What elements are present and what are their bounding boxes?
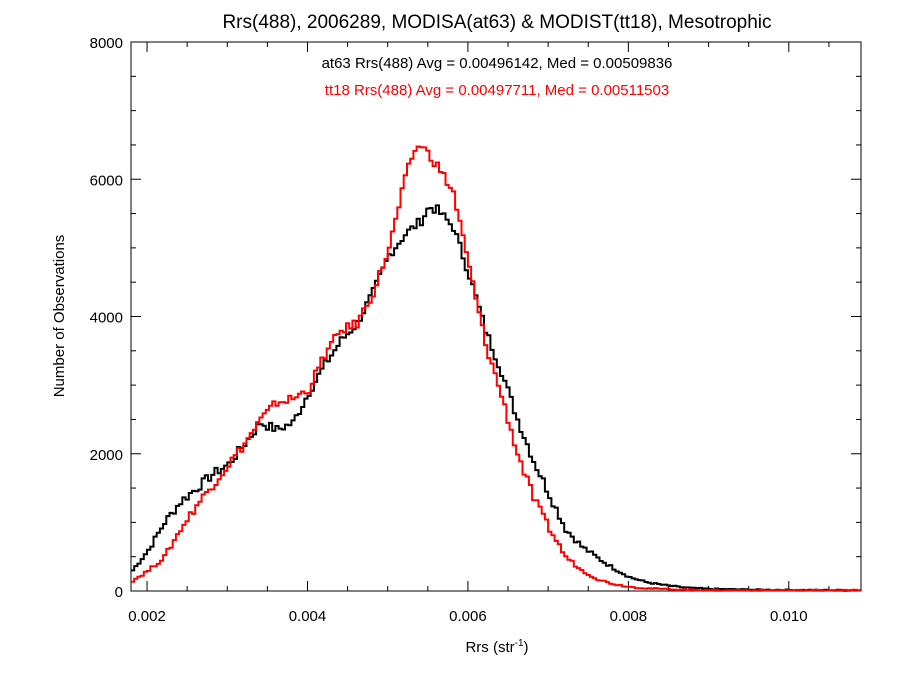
y-axis: 0 2000 4000 6000 8000: [90, 35, 861, 601]
x-tick-label: 0.004: [289, 608, 327, 625]
y-tick-label: 2000: [90, 447, 123, 464]
y-tick-label: 6000: [90, 172, 123, 189]
x-tick-label: 0.008: [610, 608, 648, 625]
series-at63-line: [131, 204, 861, 592]
series-tt18-line: [131, 145, 861, 592]
x-tick-label: 0.002: [128, 608, 166, 625]
x-axis-label: Rrs (str-1): [465, 638, 528, 656]
y-tick-label: 0: [115, 584, 123, 601]
x-axis-label-main: Rrs (str: [465, 639, 514, 656]
y-tick-label: 8000: [90, 35, 123, 52]
x-tick-label: 0.010: [770, 608, 808, 625]
y-tick-label: 4000: [90, 310, 123, 327]
annotation-at63: at63 Rrs(488) Avg = 0.00496142, Med = 0.…: [322, 55, 673, 72]
x-axis-label-sup: -1: [515, 638, 524, 649]
x-axis-label-close: ): [524, 639, 529, 656]
x-axis: 0.002 0.004 0.006 0.008 0.010: [128, 42, 830, 625]
series-layer: [131, 145, 861, 592]
x-tick-label: 0.006: [449, 608, 487, 625]
y-axis-label: Number of Observations: [51, 235, 68, 398]
annotation-tt18: tt18 Rrs(488) Avg = 0.00497711, Med = 0.…: [325, 82, 669, 99]
plot-frame: [130, 41, 862, 592]
chart-title: Rrs(488), 2006289, MODISA(at63) & MODIST…: [222, 12, 771, 33]
